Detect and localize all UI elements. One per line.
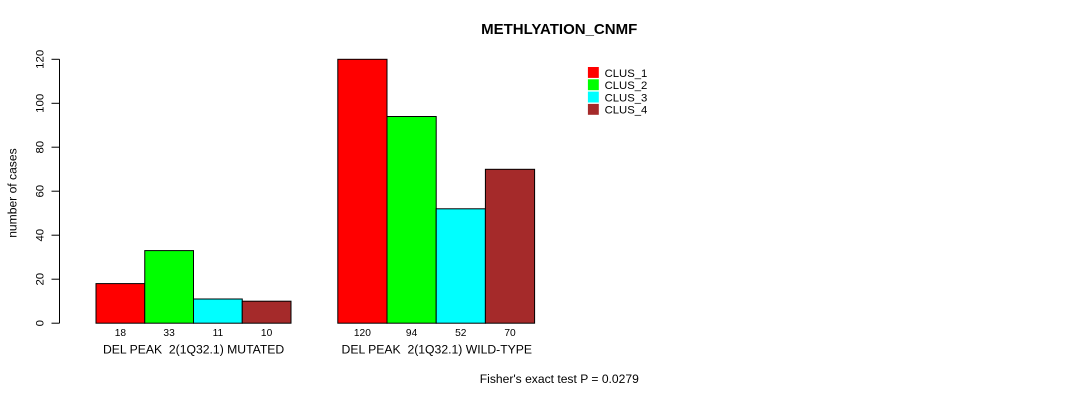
svg-text:DEL PEAK 2(1Q32.1) WILD-TYPE: DEL PEAK 2(1Q32.1) WILD-TYPE (342, 342, 533, 356)
svg-text:40: 40 (35, 229, 47, 242)
svg-text:60: 60 (35, 185, 47, 198)
svg-text:94: 94 (406, 328, 418, 339)
svg-text:70: 70 (504, 328, 516, 339)
svg-text:CLUS_2: CLUS_2 (605, 80, 648, 92)
svg-text:20: 20 (35, 273, 47, 286)
svg-text:METHLYATION_CNMF: METHLYATION_CNMF (481, 21, 637, 38)
svg-text:18: 18 (115, 328, 127, 339)
svg-text:DEL PEAK 2(1Q32.1) MUTATED: DEL PEAK 2(1Q32.1) MUTATED (103, 342, 284, 356)
svg-text:CLUS_3: CLUS_3 (605, 92, 648, 104)
svg-text:0: 0 (35, 320, 47, 326)
svg-text:CLUS_1: CLUS_1 (605, 68, 648, 80)
svg-text:CLUS_4: CLUS_4 (605, 105, 648, 117)
svg-text:100: 100 (35, 94, 47, 113)
svg-text:Fisher's exact test P = 0.0279: Fisher's exact test P = 0.0279 (480, 372, 639, 386)
svg-text:80: 80 (35, 141, 47, 154)
svg-text:120: 120 (354, 328, 371, 339)
svg-text:33: 33 (163, 328, 175, 339)
svg-text:10: 10 (261, 328, 273, 339)
svg-text:11: 11 (213, 328, 224, 339)
svg-text:number of cases: number of cases (6, 148, 20, 237)
svg-text:120: 120 (35, 50, 47, 69)
svg-text:52: 52 (455, 328, 467, 339)
